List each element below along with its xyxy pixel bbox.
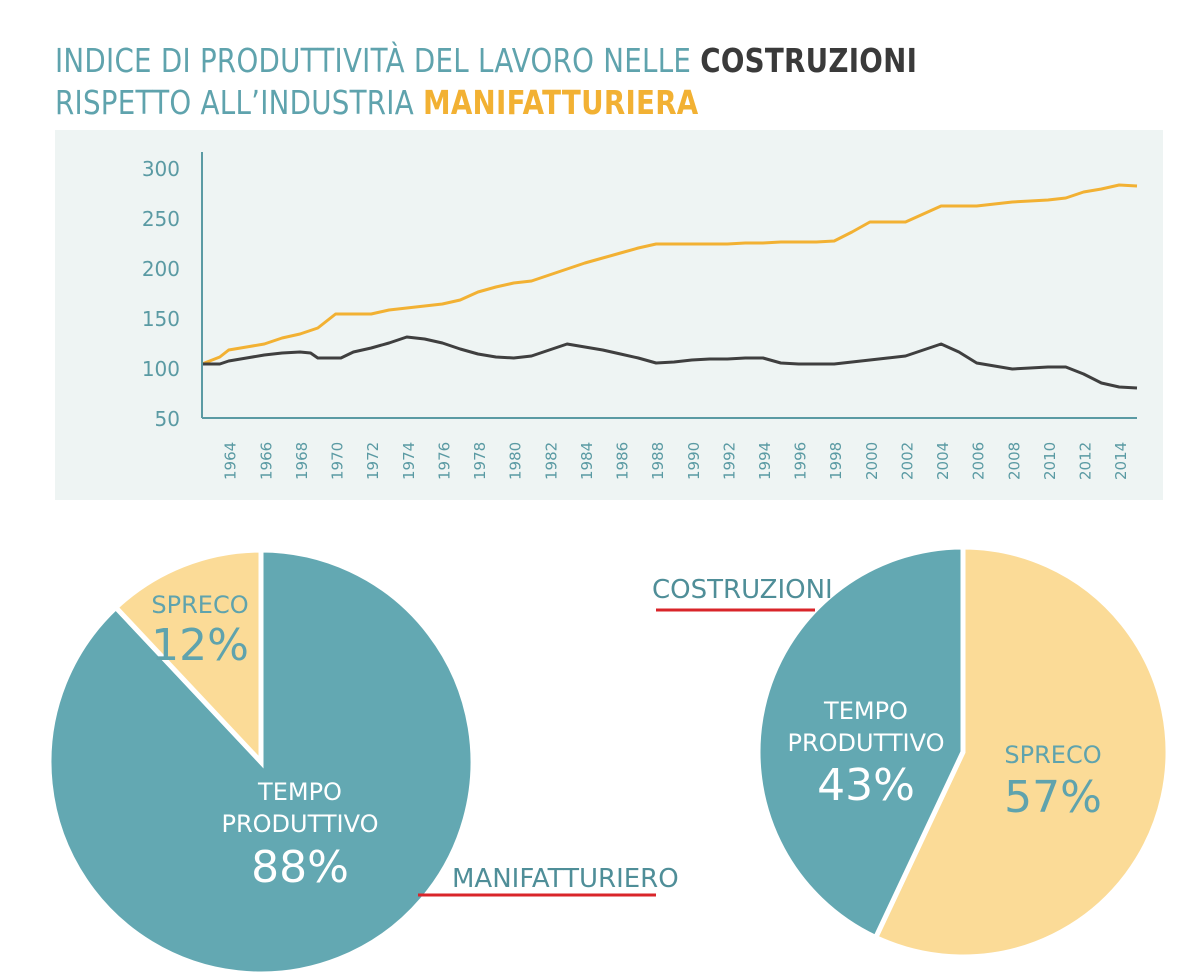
x-tick-label: 1986 [614,442,632,480]
pie-chart-manifatturiero: SPRECO 12% TEMPO PRODUTTIVO 88% MANIFATT… [46,547,679,977]
x-tick-label: 1990 [685,442,703,480]
pie1-tempo-label-2: PRODUTTIVO [222,810,379,838]
pie-slice-spreco [872,544,1171,960]
x-tick-label: 2010 [1041,442,1059,480]
series-line-costruzioni [202,335,1138,390]
x-tick-label: 1964 [222,442,240,480]
pie-slice-spreco [112,547,264,769]
x-tick-label: 1972 [364,442,382,480]
pie-chart-costruzioni: TEMPO PRODUTTIVO 43% SPRECO 57% COSTRUZI… [652,544,1171,960]
title-line1-prefix: INDICE DI PRODUTTIVITÀ DEL LAVORO NELLE [55,41,701,80]
line-chart: 300 250 200 150 100 50 1964 1966 1968 1970 1972 19… [142,152,1138,480]
x-tick-label: 2014 [1112,442,1130,480]
pie1-spreco-label: SPRECO [151,591,248,619]
x-tick-label: 1970 [329,442,347,480]
x-tick-label: 2004 [934,442,952,480]
x-tick-label: 2000 [863,442,881,480]
x-tick-label: 1978 [471,442,489,480]
x-tick-label: 1980 [507,442,525,480]
x-tick-label: 1994 [756,442,774,480]
x-tick-label: 1996 [792,442,810,480]
chart-title: INDICE DI PRODUTTIVITÀ DEL LAVORO NELLE … [55,40,917,124]
title-manifatturiera: MANIFATTURIERA [423,83,699,122]
x-tick-label: 1976 [435,442,453,480]
x-tick-label: 1998 [827,442,845,480]
y-tick-label: 150 [142,307,180,331]
y-tick-label: 200 [142,257,180,281]
line-chart-panel: 300 250 200 150 100 50 1964 1966 1968 1970 1972 19… [55,130,1163,500]
pie1-tempo-value: 88% [251,842,349,893]
x-tick-label: 1974 [400,442,418,480]
x-tick-label: 1984 [578,442,596,480]
y-tick-label: 50 [155,407,180,431]
pie2-tempo-value: 43% [817,760,915,811]
x-tick-label: 2002 [898,442,916,480]
y-tick-label: 250 [142,207,180,231]
pie1-name-label: MANIFATTURIERO [452,864,679,894]
pie1-spreco-value: 12% [151,620,249,671]
title-line2-prefix: RISPETTO ALL’INDUSTRIA [55,83,424,122]
x-tick-label: 1992 [720,442,738,480]
y-tick-label: 100 [142,357,180,381]
pie1-tempo-label-1: TEMPO [257,778,342,806]
pie-slice-tempo-produttivo [755,544,966,941]
series-line-manifatturiera [201,183,1138,366]
x-tick-label: 1988 [649,442,667,480]
pie2-tempo-label-2: PRODUTTIVO [788,729,945,757]
y-tick-label: 300 [142,157,180,181]
x-tick-label: 2006 [970,442,988,480]
pie2-tempo-label-1: TEMPO [823,697,908,725]
title-costruzioni: COSTRUZIONI [700,41,918,80]
pie2-name-label: COSTRUZIONI [652,575,833,605]
x-tick-label: 1968 [293,442,311,480]
x-tick-label: 2012 [1077,442,1095,480]
x-tick-label: 2008 [1005,442,1023,480]
pie2-spreco-value: 57% [1004,772,1102,823]
pie2-spreco-label: SPRECO [1004,741,1101,769]
x-tick-label: 1966 [257,442,275,480]
x-tick-label: 1982 [542,442,560,480]
